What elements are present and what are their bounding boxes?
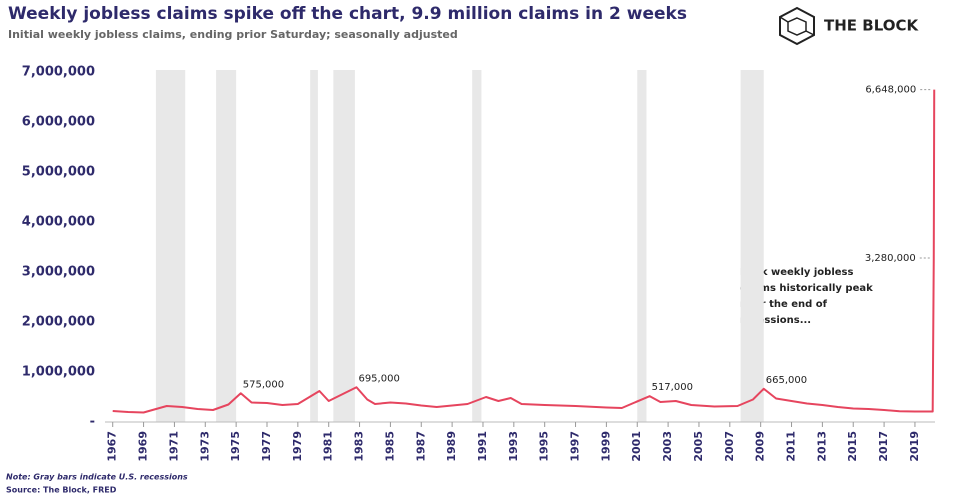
chart-title: Weekly jobless claims spike off the char…: [8, 4, 687, 24]
x-tick-label: 1973: [198, 431, 211, 462]
x-tick-label: 1981: [322, 431, 335, 462]
x-tick-label: 2001: [630, 431, 643, 462]
callout-line: claims historically peak: [740, 283, 873, 294]
x-tick-label: 2003: [661, 431, 674, 462]
x-tick-label: 1979: [291, 431, 304, 462]
annotation: 665,000: [766, 375, 807, 386]
source: Source: The Block, FRED: [6, 486, 117, 495]
y-tick-label: 6,000,000: [22, 115, 95, 130]
recession-band: [740, 70, 764, 422]
callout: Peak weekly jobless claims historically …: [740, 267, 873, 326]
recession-bands: [155, 70, 764, 422]
annotation: 575,000: [243, 379, 284, 390]
x-tick-label: 2019: [908, 431, 921, 462]
callout-line: recessions...: [740, 315, 811, 326]
x-tick-label: 2007: [723, 431, 736, 462]
x-tick-label: 1975: [229, 431, 242, 462]
annotation: 517,000: [652, 382, 693, 393]
x-tick-label: 1971: [167, 431, 180, 462]
callout-line: near the end of: [740, 299, 828, 310]
y-tick-label: -: [90, 415, 95, 430]
x-tick-label: 1999: [599, 431, 612, 462]
recession-band: [155, 70, 186, 422]
x-tick-label: 1983: [353, 431, 366, 462]
x-tick-label: 2017: [877, 431, 890, 462]
y-tick-label: 3,000,000: [22, 265, 95, 280]
x-tick-label: 1989: [445, 431, 458, 462]
x-tick-label: 1991: [476, 431, 489, 462]
recession-band: [333, 70, 355, 422]
brand-logo: THE BLOCK: [779, 6, 919, 46]
annotation: 6,648,000: [865, 85, 916, 96]
x-tick-label: 1967: [106, 431, 119, 462]
brand: THE BLOCK: [824, 17, 919, 35]
x-tick-label: 1977: [260, 431, 273, 462]
recession-band: [637, 70, 647, 422]
y-tick-label: 5,000,000: [22, 165, 95, 180]
recession-band: [216, 70, 237, 422]
note: Note: Gray bars indicate U.S. recessions: [6, 473, 188, 482]
y-tick-label: 1,000,000: [22, 365, 95, 380]
callout-line: Peak weekly jobless: [740, 267, 853, 278]
annotation: 695,000: [358, 373, 399, 384]
x-tick-label: 2011: [785, 431, 798, 462]
recession-band: [310, 70, 318, 422]
annotation: 3,280,000: [865, 253, 916, 264]
x-tick-label: 2005: [692, 431, 705, 462]
x-tick-label: 1969: [137, 431, 150, 462]
y-tick-label: 2,000,000: [22, 315, 95, 330]
y-tick-label: 7,000,000: [22, 65, 95, 80]
x-tick-label: 2013: [815, 431, 828, 462]
x-tick-label: 1987: [414, 431, 427, 462]
x-tick-label: 1997: [569, 431, 582, 462]
chart-subtitle: Initial weekly jobless claims, ending pr…: [8, 28, 458, 41]
series-line: [112, 89, 936, 414]
recession-band: [472, 70, 482, 422]
x-tick-label: 1985: [383, 431, 396, 462]
x-tick-label: 1993: [507, 431, 520, 462]
y-tick-label: 4,000,000: [22, 215, 95, 230]
x-tick-label: 2015: [846, 431, 859, 462]
x-tick-label: 1995: [538, 431, 551, 462]
x-tick-label: 2009: [754, 431, 767, 462]
